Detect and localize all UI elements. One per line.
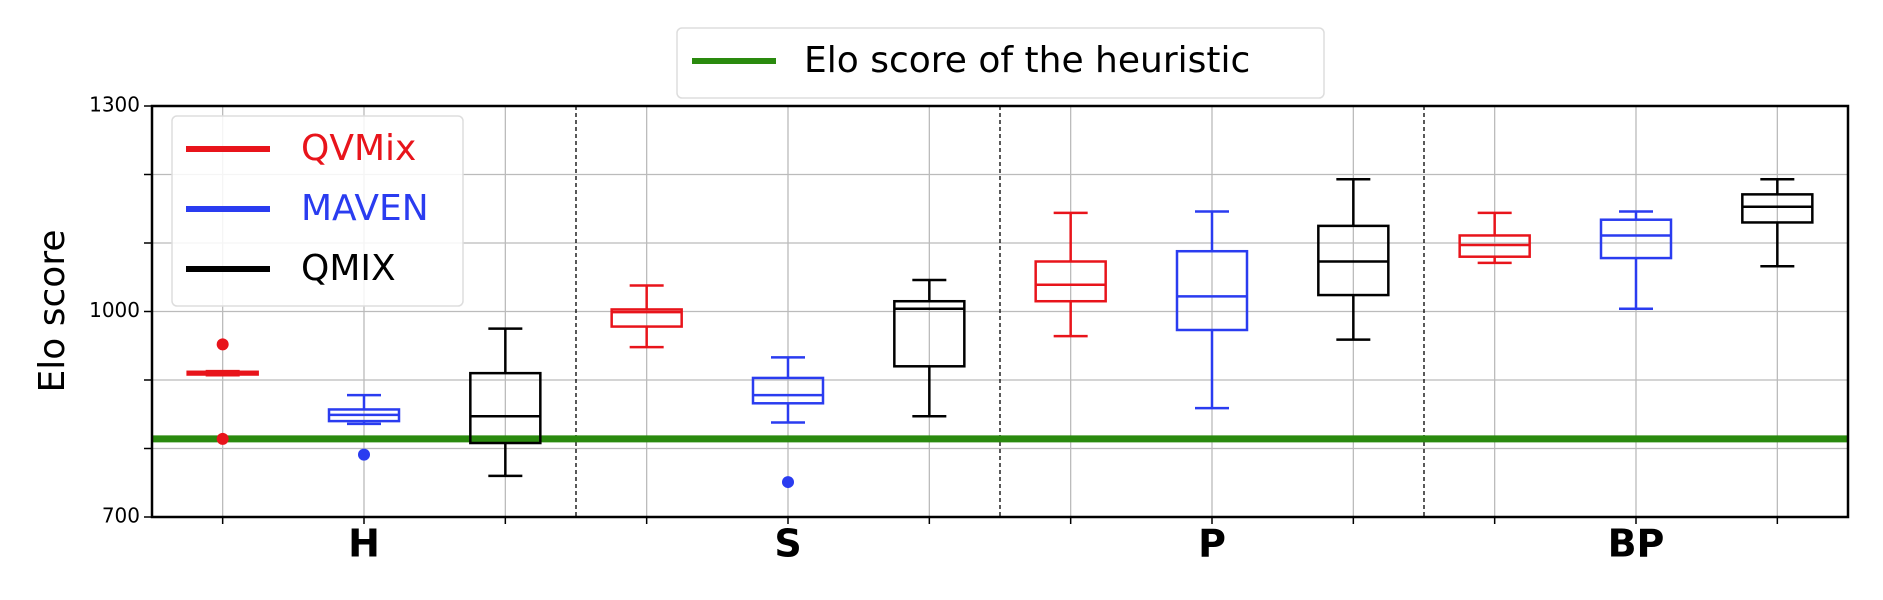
legend-label: MAVEN [301,188,429,229]
reference-legend-box [676,27,1325,99]
y-tick-label: 1300 [89,93,140,117]
box [751,376,825,405]
box [893,299,966,368]
box [1034,260,1107,303]
group-label: BP [1608,522,1665,566]
y-tick-label: 700 [102,504,140,528]
box [1599,218,1673,260]
reference-legend-label: Elo score of the heuristic [804,40,1250,81]
box [610,308,683,328]
outlier [782,476,794,489]
legend-label: QVMix [301,128,416,169]
y-axis-label: Elo score [32,230,73,393]
outlier [358,448,370,461]
plot-frame [150,104,1850,519]
group-label: P [1198,522,1226,566]
outlier [216,338,229,351]
box [469,371,542,445]
y-tick-label: 1000 [89,298,140,322]
outlier [216,432,229,445]
legend-box [171,115,464,307]
box [1741,193,1814,224]
legend-label: QMIX [301,248,396,289]
group-label: S [774,522,801,566]
box [1175,249,1249,332]
group-label: H [348,522,380,566]
